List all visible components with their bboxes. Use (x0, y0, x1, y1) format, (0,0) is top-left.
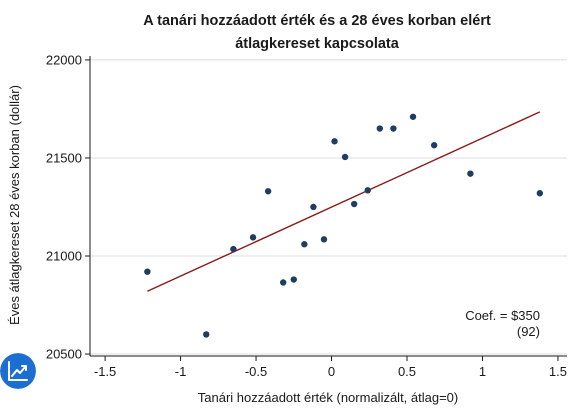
data-point (320, 236, 328, 243)
data-points (144, 113, 544, 338)
grid-lines (90, 59, 567, 355)
data-point (310, 203, 317, 211)
data-point (144, 268, 151, 275)
y-tick-label: 21000 (46, 249, 82, 264)
coefficient-se-label: (92) (517, 324, 540, 339)
x-tick-label: 0.5 (398, 364, 416, 379)
x-tick-label: -0.5 (245, 364, 267, 379)
data-point (341, 153, 349, 161)
y-axis-label: Éves átlagkereset 28 éves korban (dollár… (7, 85, 22, 325)
data-point (364, 187, 371, 194)
data-point (430, 142, 438, 149)
chart-title-line-2: átlagkereset kapcsolata (235, 36, 400, 52)
y-ticks: 20500 21000 21500 22000 (46, 52, 90, 362)
data-point (301, 241, 308, 248)
x-tick-label: -1.5 (94, 364, 116, 379)
coefficient-label: Coef. = $350 (465, 308, 540, 323)
data-point (536, 190, 544, 197)
trend-chart-icon[interactable] (0, 353, 36, 389)
data-point (264, 188, 272, 195)
x-tick-label: 1 (479, 364, 486, 379)
data-point (390, 125, 397, 132)
data-point (203, 331, 210, 338)
y-tick-label: 21500 (46, 150, 82, 165)
fit-line-group (147, 111, 541, 292)
x-ticks: -1.5 -1 -0.5 0 0.5 1 1.5 (94, 356, 567, 379)
data-point (331, 138, 338, 145)
y-tick-label: 20500 (46, 347, 82, 362)
data-point (230, 245, 237, 253)
data-point (409, 113, 417, 120)
data-point (249, 234, 257, 241)
data-point (290, 276, 297, 283)
x-tick-label: 1.5 (549, 364, 567, 379)
chart-title: A tanári hozzáadott érték és a 28 éves k… (143, 13, 491, 52)
x-axis-label: Tanári hozzáadott érték (normalizált, át… (198, 390, 459, 405)
coefficient-annotation: Coef. = $350 (92) (465, 308, 540, 339)
data-point (376, 125, 384, 132)
data-point (280, 279, 287, 286)
y-tick-label: 22000 (46, 52, 82, 67)
axes (89, 56, 567, 357)
x-tick-label: -1 (175, 364, 187, 379)
x-tick-label: 0 (328, 364, 335, 379)
data-point (467, 170, 474, 177)
chart-title-line-1: A tanári hozzáadott érték és a 28 éves k… (143, 13, 491, 29)
fit-line (147, 111, 541, 292)
data-point (350, 200, 358, 208)
